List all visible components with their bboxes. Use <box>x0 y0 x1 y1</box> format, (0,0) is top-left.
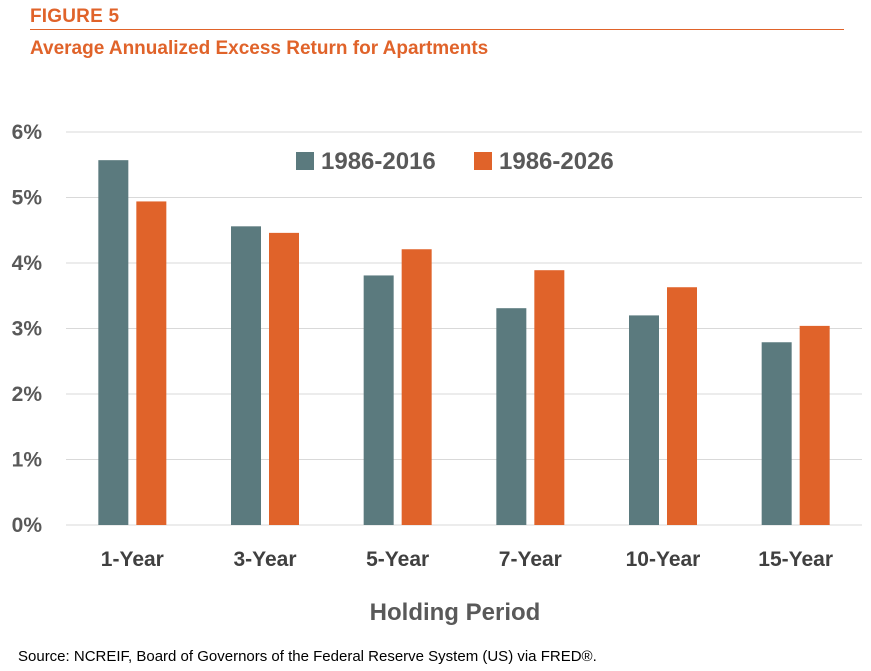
x-tick-label: 10-Year <box>626 548 701 571</box>
x-tick-label: 5-Year <box>366 548 429 571</box>
y-axis-ticks: 0% 1% 2% 3% 4% 5% 6% <box>12 121 43 537</box>
y-tick-label: 1% <box>12 449 43 472</box>
bar-1-15-year <box>761 342 792 525</box>
bar-1-3-year <box>231 226 261 525</box>
source-note: Source: NCREIF, Board of Governors of th… <box>18 648 597 665</box>
gridlines <box>66 131 862 526</box>
legend-label: 1986-2016 <box>321 148 436 175</box>
bar-2-5-year <box>401 249 432 525</box>
legend-swatch <box>474 152 492 170</box>
y-tick-label: 2% <box>12 383 43 406</box>
y-tick-label: 3% <box>12 318 43 341</box>
bar-2-1-year <box>136 201 167 525</box>
legend: 1986-2016 1986-2026 <box>296 148 614 175</box>
x-tick-label: 1-Year <box>101 548 164 571</box>
legend-label: 1986-2026 <box>499 148 614 175</box>
x-axis-ticks: 1-Year 3-Year 5-Year 7-Year 10-Year 15-Year <box>101 548 833 571</box>
bar-1-10-year <box>629 315 659 525</box>
y-tick-label: 0% <box>12 514 43 537</box>
y-tick-label: 4% <box>12 252 43 275</box>
bar-2-3-year <box>269 232 299 525</box>
bar-2-15-year <box>799 325 830 525</box>
figure-title: Average Annualized Excess Return for Apa… <box>30 38 489 59</box>
legend-swatch <box>296 152 314 170</box>
x-tick-label: 15-Year <box>758 548 833 571</box>
bars <box>98 160 830 526</box>
bar-1-5-year <box>363 275 394 525</box>
bar-1-1-year <box>98 160 129 526</box>
x-tick-label: 7-Year <box>499 548 562 571</box>
figure-label: FIGURE 5 <box>30 6 120 27</box>
bar-2-7-year <box>534 270 565 525</box>
x-tick-label: 3-Year <box>233 548 296 571</box>
bar-2-10-year <box>667 287 697 525</box>
bar-1-7-year <box>496 308 527 525</box>
y-tick-label: 6% <box>12 121 43 144</box>
y-tick-label: 5% <box>12 187 43 210</box>
x-axis-label: Holding Period <box>370 599 541 626</box>
header-rule <box>30 29 844 30</box>
